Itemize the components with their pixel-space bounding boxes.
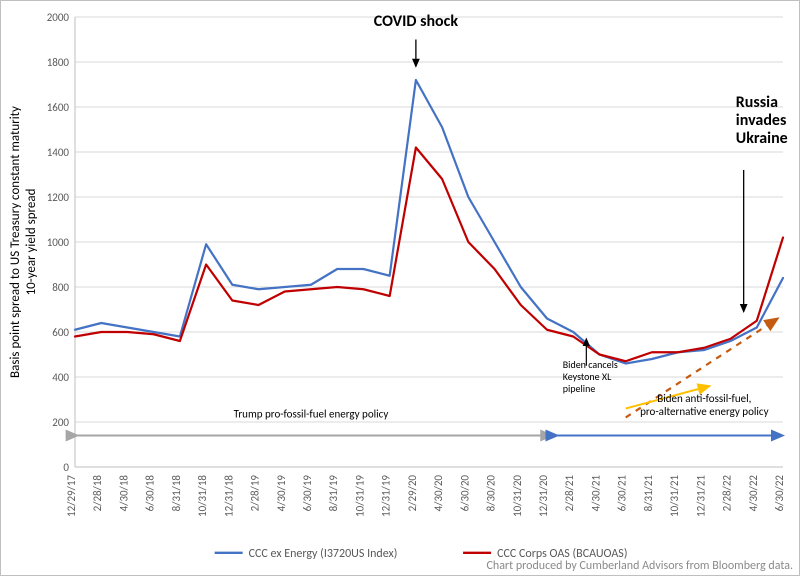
annotation-text-russia: invades bbox=[736, 111, 787, 130]
x-tick-label: 4/30/19 bbox=[275, 475, 288, 512]
y-tick-label: 1000 bbox=[47, 236, 70, 249]
y-tick-label: 0 bbox=[63, 461, 69, 474]
annotation-text-keystone: pipeline bbox=[563, 382, 596, 395]
annotation-text-russia: Ukraine bbox=[736, 129, 788, 148]
x-tick-label: 4/30/20 bbox=[432, 475, 445, 512]
x-tick-label: 4/30/18 bbox=[117, 475, 130, 512]
credit-line: Chart produced by Cumberland Advisors fr… bbox=[486, 559, 793, 573]
y-tick-label: 400 bbox=[52, 371, 69, 384]
y-tick-label: 800 bbox=[52, 281, 69, 294]
x-tick-label: 10/31/20 bbox=[511, 475, 524, 517]
x-tick-label: 6/30/21 bbox=[616, 475, 629, 512]
legend-label: CCC ex Energy (I3720US Index) bbox=[249, 547, 398, 561]
y-tick-label: 1400 bbox=[47, 146, 70, 159]
chart-svg: 0 200 400 600 800 1000 1200 1400 1600 1800 2000 12/… bbox=[1, 1, 800, 576]
annotation-text-russia: Russia bbox=[736, 93, 778, 112]
y-tick-label: 1800 bbox=[47, 56, 70, 69]
y-tick-label: 2000 bbox=[47, 11, 70, 24]
x-tick-label: 2/28/18 bbox=[91, 475, 104, 512]
x-tick-label: 8/30/20 bbox=[485, 475, 498, 512]
plot-area: 0 200 400 600 800 1000 1200 1400 1600 1800 2000 12/… bbox=[1, 1, 799, 575]
x-tick-label: 12/31/20 bbox=[537, 475, 550, 517]
x-tick-label: 12/31/21 bbox=[694, 475, 707, 517]
series-line-0 bbox=[75, 80, 783, 364]
annotation-text-biden: pro-alternative energy policy bbox=[640, 405, 769, 418]
x-tick-label: 12/31/19 bbox=[380, 475, 393, 517]
x-tick-label: 12/31/18 bbox=[222, 475, 235, 517]
x-tick-label: 2/28/21 bbox=[563, 475, 576, 512]
annotation-text-trump: Trump pro-fossil-fuel energy policy bbox=[234, 408, 389, 421]
chart-frame: 0 200 400 600 800 1000 1200 1400 1600 1800 2000 12/… bbox=[0, 0, 800, 576]
x-tick-label: 10/31/18 bbox=[196, 475, 209, 517]
y-axis-title: 10-year yield spread bbox=[24, 189, 39, 296]
x-tick-label: 8/31/19 bbox=[327, 475, 340, 512]
x-tick-label: 6/30/22 bbox=[773, 475, 786, 512]
x-tick-label: 10/31/21 bbox=[668, 475, 681, 517]
y-tick-label: 1200 bbox=[47, 191, 70, 204]
annotation-text-covid: COVID shock bbox=[374, 12, 459, 31]
y-tick-label: 1600 bbox=[47, 101, 70, 114]
x-tick-label: 2/29/20 bbox=[406, 475, 419, 512]
x-tick-label: 4/30/21 bbox=[589, 475, 602, 512]
x-tick-label: 4/30/22 bbox=[747, 475, 760, 512]
x-tick-label: 2/28/19 bbox=[249, 475, 262, 512]
x-tick-label: 8/31/18 bbox=[170, 475, 183, 512]
x-tick-label: 2/28/22 bbox=[721, 475, 734, 512]
y-axis-title: Basis point spread to US Treasury consta… bbox=[8, 106, 23, 378]
x-tick-label: 10/31/19 bbox=[353, 475, 366, 517]
x-tick-label: 12/29/17 bbox=[65, 475, 78, 517]
x-tick-label: 6/30/19 bbox=[301, 475, 314, 512]
x-tick-label: 6/30/18 bbox=[144, 475, 157, 512]
y-tick-label: 200 bbox=[52, 416, 69, 429]
x-tick-label: 6/30/20 bbox=[458, 475, 471, 512]
annotation-text-biden: Biden anti-fossil-fuel, bbox=[657, 392, 751, 405]
y-tick-label: 600 bbox=[52, 326, 69, 339]
x-tick-label: 8/31/21 bbox=[642, 475, 655, 512]
